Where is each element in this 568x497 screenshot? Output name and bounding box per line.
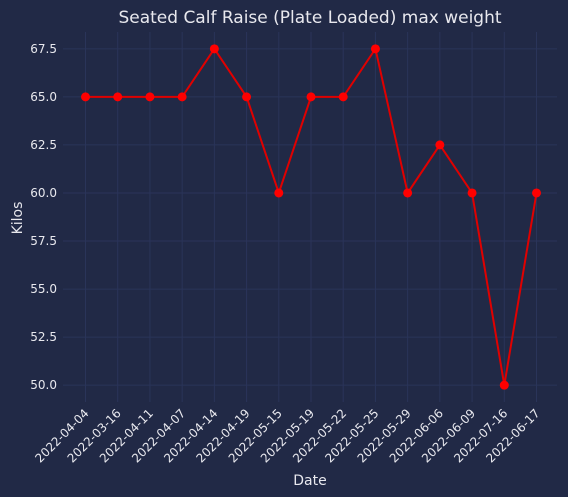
grid xyxy=(63,32,557,402)
y-ticks: 50.0 52.5 55.0 57.5 60.0 62.5 65.0 67.5 xyxy=(30,42,57,392)
data-point xyxy=(81,92,90,102)
y-tick-label: 57.5 xyxy=(30,234,57,248)
y-tick-label: 52.5 xyxy=(30,330,57,344)
y-tick-label: 60.0 xyxy=(30,186,57,200)
data-point xyxy=(306,92,316,102)
data-point xyxy=(403,188,413,198)
data-point xyxy=(113,92,123,102)
y-tick-label: 55.0 xyxy=(30,282,57,296)
data-point xyxy=(370,44,380,54)
data-point xyxy=(242,92,252,102)
x-ticks: 2022-04-042022-03-162022-04-112022-04-07… xyxy=(32,406,542,465)
data-point xyxy=(467,188,477,198)
data-point xyxy=(145,92,155,102)
y-tick-label: 50.0 xyxy=(30,378,57,392)
data-point xyxy=(274,188,284,198)
chart-title: Seated Calf Raise (Plate Loaded) max wei… xyxy=(118,8,501,28)
y-tick-label: 67.5 xyxy=(30,42,57,56)
y-axis-label: Kilos xyxy=(10,202,26,235)
series xyxy=(81,44,541,390)
data-point xyxy=(499,380,509,390)
y-tick-label: 62.5 xyxy=(30,138,57,152)
data-point xyxy=(532,188,541,198)
data-point xyxy=(177,92,187,102)
data-point xyxy=(209,44,219,54)
data-point xyxy=(435,140,445,150)
data-point xyxy=(338,92,348,102)
y-tick-label: 65.0 xyxy=(30,90,57,104)
x-axis-label: Date xyxy=(293,473,326,489)
